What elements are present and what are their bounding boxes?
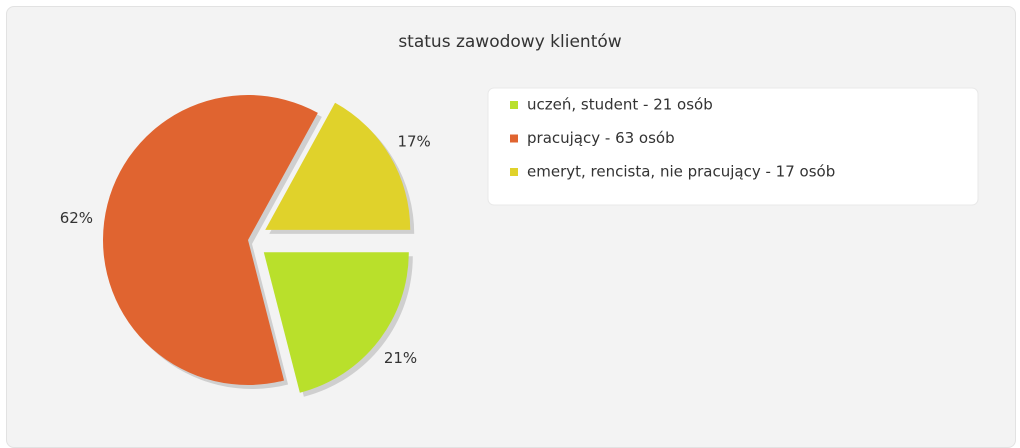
- legend-swatch: [510, 168, 518, 176]
- legend-label: uczeń, student - 21 osób: [527, 96, 713, 114]
- chart-title: status zawodowy klientów: [398, 32, 621, 52]
- page: {"chart_data": {"type": "pie", "title": …: [6, 6, 1016, 448]
- legend-label: emeryt, rencista, nie pracujący - 17 osó…: [527, 163, 835, 181]
- legend-swatch: [510, 134, 518, 143]
- pie-slice: [265, 102, 411, 230]
- legend-swatch: [510, 101, 518, 109]
- value-label: 62%: [60, 209, 93, 227]
- chart: status zawodowy klientów 21% 62% 17% uczeń,…: [60, 32, 979, 397]
- value-label: 21%: [384, 349, 417, 367]
- legend-box: [487, 87, 979, 206]
- value-label: 17%: [397, 132, 430, 150]
- pie-slice: [263, 252, 409, 393]
- pie-slice: [102, 94, 318, 385]
- legend-label: pracujący - 63 osób: [527, 129, 675, 147]
